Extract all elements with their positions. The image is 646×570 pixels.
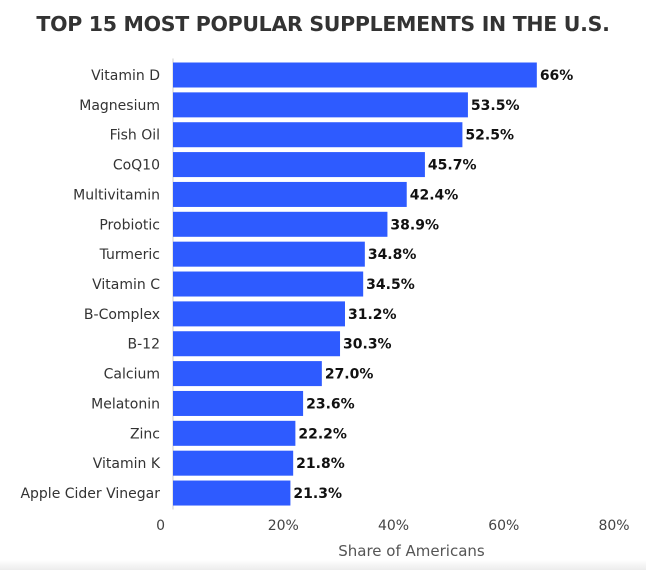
- value-label-turmeric: 34.8%: [368, 247, 417, 263]
- x-tick-label-60: 60%: [488, 518, 519, 534]
- value-label-magnesium: 53.5%: [471, 98, 520, 114]
- x-axis-title: Share of Americans: [338, 542, 485, 560]
- bar-b-12: [173, 331, 341, 357]
- bottom-shade: [0, 560, 646, 570]
- value-label-b-12: 30.3%: [343, 337, 392, 353]
- bar-magnesium: [173, 92, 468, 118]
- category-label-apple-cider-vinegar: Apple Cider Vinegar: [20, 486, 160, 502]
- category-label-fish-oil: Fish Oil: [110, 128, 160, 144]
- x-tick-label-0: 0: [156, 518, 165, 534]
- value-label-coq10: 45.7%: [428, 158, 477, 174]
- value-label-vitamin-c: 34.5%: [366, 277, 415, 293]
- bar-multivitamin: [173, 181, 407, 207]
- category-label-multivitamin: Multivitamin: [73, 187, 160, 203]
- bar-probiotic: [173, 211, 388, 237]
- value-label-probiotic: 38.9%: [390, 217, 439, 233]
- value-label-apple-cider-vinegar: 21.3%: [293, 486, 342, 502]
- value-label-zinc: 22.2%: [298, 426, 347, 442]
- value-label-calcium: 27.0%: [325, 367, 374, 383]
- category-label-vitamin-c: Vitamin C: [92, 277, 160, 293]
- category-label-vitamin-d: Vitamin D: [91, 68, 160, 84]
- bar-vitamin-k: [173, 450, 294, 476]
- value-label-vitamin-d: 66%: [540, 68, 574, 84]
- bar-vitamin-c: [173, 271, 364, 297]
- bar-vitamin-d: [173, 62, 537, 88]
- bar-turmeric: [173, 241, 365, 267]
- category-label-zinc: Zinc: [130, 426, 160, 442]
- category-label-coq10: CoQ10: [113, 158, 160, 174]
- bar-fish-oil: [173, 122, 463, 148]
- x-tick-label-40: 40%: [378, 518, 409, 534]
- value-label-multivitamin: 42.4%: [410, 187, 459, 203]
- x-tick-label-20: 20%: [268, 518, 299, 534]
- bar-b-complex: [173, 301, 345, 327]
- bar-apple-cider-vinegar: [173, 480, 291, 506]
- category-label-melatonin: Melatonin: [91, 396, 160, 412]
- category-label-magnesium: Magnesium: [79, 98, 160, 114]
- category-label-vitamin-k: Vitamin K: [93, 456, 161, 472]
- value-label-vitamin-k: 21.8%: [296, 456, 345, 472]
- bar-zinc: [173, 420, 296, 446]
- category-label-calcium: Calcium: [104, 367, 160, 383]
- bar-melatonin: [173, 390, 304, 416]
- value-label-b-complex: 31.2%: [348, 307, 397, 323]
- category-label-b-12: B-12: [128, 337, 160, 353]
- bar-calcium: [173, 361, 322, 387]
- chart-title: TOP 15 MOST POPULAR SUPPLEMENTS IN THE U…: [36, 12, 610, 36]
- value-label-fish-oil: 52.5%: [465, 128, 514, 144]
- x-tick-label-80: 80%: [598, 518, 629, 534]
- bar-coq10: [173, 152, 425, 178]
- category-label-turmeric: Turmeric: [99, 247, 160, 263]
- category-label-b-complex: B-Complex: [84, 307, 160, 323]
- category-label-probiotic: Probiotic: [99, 217, 160, 233]
- value-label-melatonin: 23.6%: [306, 396, 355, 412]
